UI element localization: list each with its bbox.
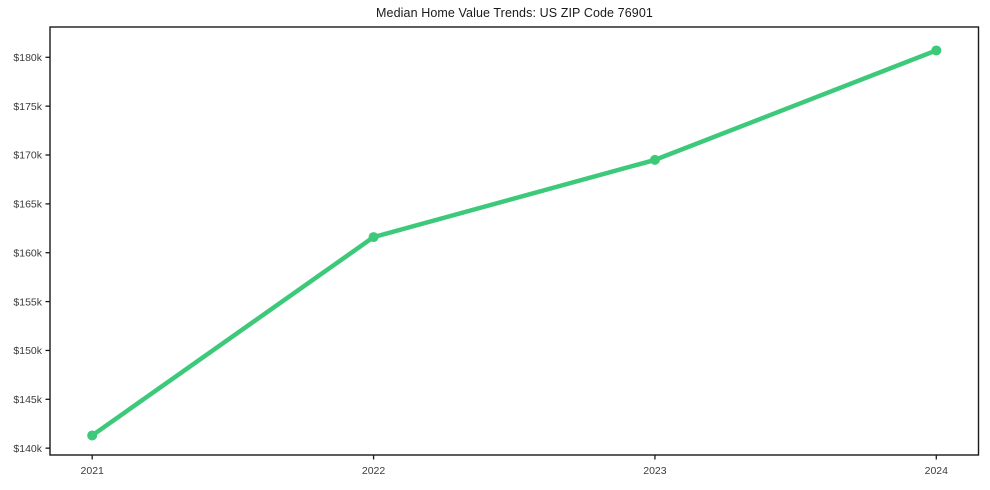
y-tick-label: $180k [13,52,42,64]
y-tick-label: $145k [13,394,42,406]
y-tick-label: $155k [13,296,42,308]
y-tick-label: $150k [13,345,42,357]
y-tick-label: $160k [13,247,42,259]
x-tick-label: 2024 [925,465,949,477]
trend-line [89,48,939,438]
x-tick-label: 2022 [362,465,386,477]
x-tick-label: 2023 [643,465,667,477]
plot-border [49,26,980,456]
data-point [931,45,942,56]
data-point [649,154,660,165]
y-tick-label: $140k [13,443,42,455]
data-point [87,430,98,441]
y-tick-label: $165k [13,199,42,211]
x-tick-label: 2021 [81,465,105,477]
data-point [368,232,379,243]
y-tick-label: $175k [13,101,42,113]
y-tick-label: $170k [13,150,42,162]
chart-title: Median Home Value Trends: US ZIP Code 76… [376,6,653,20]
